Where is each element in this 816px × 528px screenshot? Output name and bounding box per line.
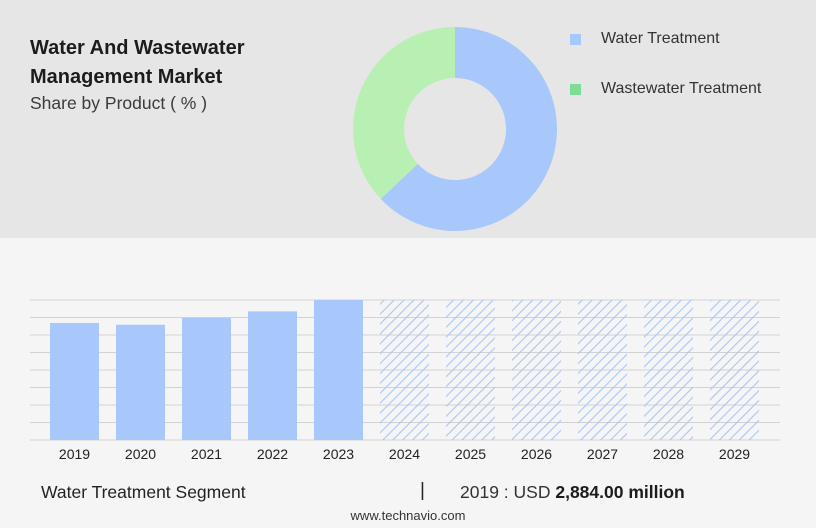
forecast-bar-2026 [512,300,561,440]
bar-2020 [116,324,165,440]
legend-swatch-water-treatment [570,33,581,45]
chart-subtitle: Share by Product ( % ) [30,93,208,113]
forecast-bar-2028 [644,300,693,440]
chart-title: Water And Wastewater Management Market [30,37,245,88]
website-link[interactable]: www.technavio.com [350,508,466,523]
x-tick-label-2023: 2023 [323,446,354,462]
x-tick-label-2021: 2021 [191,446,222,462]
legend-label-water-treatment: Water Treatment [601,30,720,47]
forecast-bar-2027 [578,300,627,440]
footer-value: 2019 : USD 2,884.00 million [460,482,685,503]
footer-value-prefix: 2019 : USD [460,482,551,502]
footer-segment-label: Water Treatment Segment [41,482,246,502]
donut-chart [353,27,557,231]
legend-swatch-wastewater-treatment [570,83,581,95]
donut-slice-water-treatment [380,27,557,231]
bar-chart: 2019 2020 2021 2022 2023 2024 2025 2026 2027 2028… [30,299,780,462]
x-tick-label-2028: 2028 [653,446,684,462]
forecast-bar-2025 [446,300,495,440]
x-tick-label-2024: 2024 [389,446,420,462]
x-tick-label-2026: 2026 [521,446,552,462]
forecast-bar-2029 [710,300,759,440]
x-tick-label-2029: 2029 [719,446,750,462]
x-tick-label-2019: 2019 [59,446,90,462]
bar-2022 [248,311,297,440]
legend-item-wastewater-treatment: Wastewater Treatment [570,64,761,114]
legend-label-wastewater-treatment: Wastewater Treatment [601,80,762,97]
x-tick-label-2020: 2020 [125,446,156,462]
bar-2019 [50,322,99,440]
legend: Water Treatment Wastewater Treatment [570,14,761,114]
legend-item-water-treatment: Water Treatment [570,14,761,64]
footer-separator: | [420,480,425,501]
x-tick-label-2027: 2027 [587,446,618,462]
donut-slice-wastewater-treatment [353,27,455,199]
bar-2021 [182,317,231,440]
x-tick-label-2025: 2025 [455,446,486,462]
forecast-bar-2024 [380,300,429,440]
x-tick-label-2022: 2022 [257,446,288,462]
footer-value-amount: 2,884.00 million [555,482,685,502]
bar-2023 [314,300,363,440]
